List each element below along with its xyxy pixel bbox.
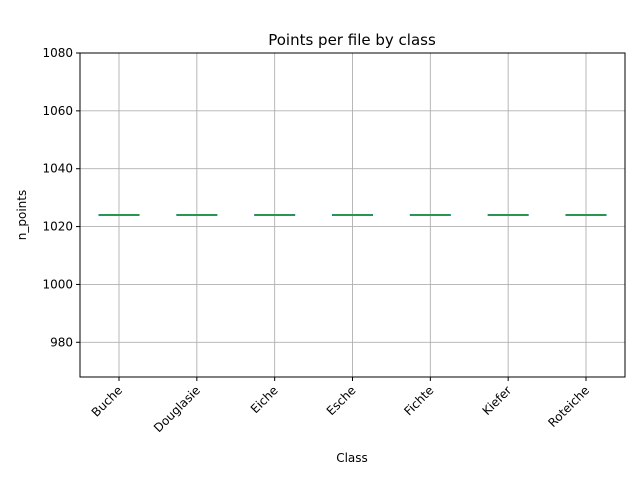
x-tick-label: Eiche	[248, 383, 281, 416]
box-marks	[98, 214, 607, 216]
x-axis: Buche Douglasie Eiche Esche Fichte Kiefer Rote…	[89, 377, 592, 435]
x-tick-label: Douglasie	[151, 383, 203, 435]
y-tick-label: 1040	[42, 162, 73, 176]
x-axis-label: Class	[336, 451, 368, 465]
x-tick-label: Fichte	[401, 383, 436, 418]
x-tick-label: Roteiche	[545, 383, 592, 430]
x-tick-label: Kiefer	[480, 383, 515, 418]
y-tick-label: 1020	[42, 220, 73, 234]
x-tick-label: Buche	[89, 383, 125, 419]
y-axis: 980 1000 1020 1040 1060 1080	[42, 46, 80, 349]
chart-title: Points per file by class	[268, 31, 436, 49]
y-tick-label: 1000	[42, 277, 73, 291]
y-tick-label: 1080	[42, 46, 73, 60]
y-tick-label: 1060	[42, 104, 73, 118]
x-tick-label: Esche	[324, 383, 359, 418]
y-axis-label: n_points	[15, 190, 29, 240]
y-tick-label: 980	[50, 335, 73, 349]
